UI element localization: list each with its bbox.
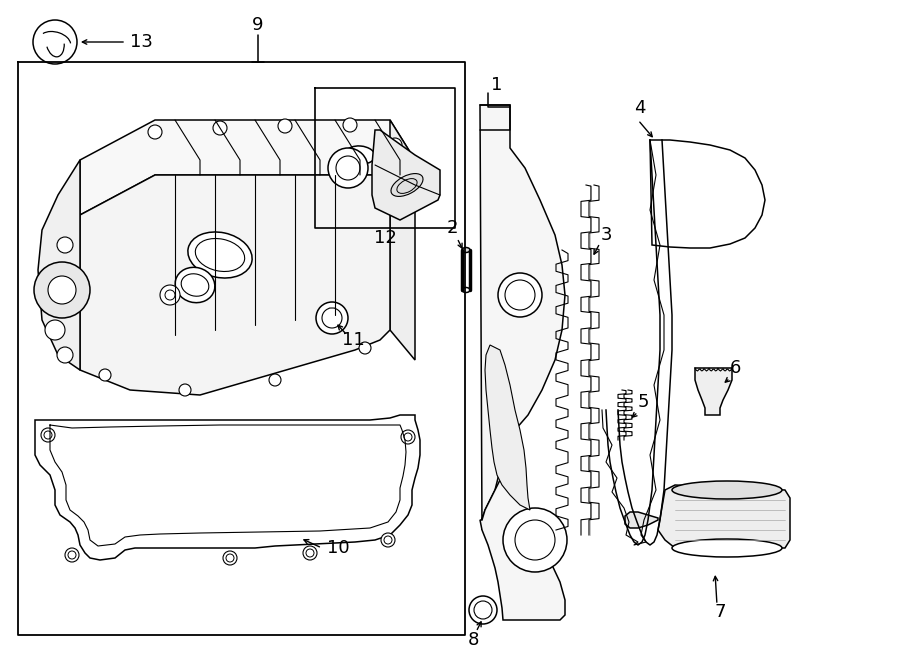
Circle shape xyxy=(505,280,535,310)
Ellipse shape xyxy=(672,539,782,557)
Circle shape xyxy=(68,551,76,559)
Circle shape xyxy=(160,285,180,305)
Text: 6: 6 xyxy=(729,359,741,377)
Circle shape xyxy=(322,308,342,328)
Circle shape xyxy=(384,536,392,544)
Ellipse shape xyxy=(176,267,215,303)
Circle shape xyxy=(57,237,73,253)
Polygon shape xyxy=(650,140,765,248)
Circle shape xyxy=(469,596,497,624)
Polygon shape xyxy=(80,120,415,215)
Circle shape xyxy=(498,273,542,317)
Circle shape xyxy=(57,347,73,363)
Text: 8: 8 xyxy=(467,631,479,649)
Circle shape xyxy=(269,374,281,386)
Polygon shape xyxy=(372,130,440,220)
Text: 7: 7 xyxy=(715,603,725,621)
Circle shape xyxy=(328,148,368,188)
Circle shape xyxy=(474,601,492,619)
Circle shape xyxy=(316,302,348,334)
Polygon shape xyxy=(390,120,415,360)
Polygon shape xyxy=(80,175,390,395)
Circle shape xyxy=(33,20,77,64)
Circle shape xyxy=(65,548,79,562)
Ellipse shape xyxy=(345,146,375,164)
Polygon shape xyxy=(480,105,565,530)
Polygon shape xyxy=(625,512,658,528)
Text: 1: 1 xyxy=(491,76,503,94)
Polygon shape xyxy=(38,160,80,370)
Text: 9: 9 xyxy=(252,16,264,34)
Circle shape xyxy=(45,320,65,340)
Circle shape xyxy=(165,290,175,300)
Polygon shape xyxy=(480,480,565,620)
Circle shape xyxy=(359,342,371,354)
Circle shape xyxy=(404,433,412,441)
Circle shape xyxy=(343,118,357,132)
Circle shape xyxy=(41,428,55,442)
Circle shape xyxy=(401,430,415,444)
Polygon shape xyxy=(35,415,420,560)
Circle shape xyxy=(226,554,234,562)
Polygon shape xyxy=(485,345,530,510)
Circle shape xyxy=(48,276,76,304)
Circle shape xyxy=(515,520,555,560)
Ellipse shape xyxy=(391,174,423,196)
Ellipse shape xyxy=(672,481,782,499)
Circle shape xyxy=(148,125,162,139)
Text: 4: 4 xyxy=(634,99,646,117)
Circle shape xyxy=(388,138,402,152)
Circle shape xyxy=(381,533,395,547)
Text: 3: 3 xyxy=(600,226,612,244)
Text: 5: 5 xyxy=(637,393,649,411)
Circle shape xyxy=(336,156,360,180)
Circle shape xyxy=(34,262,90,318)
Circle shape xyxy=(223,551,237,565)
Text: 2: 2 xyxy=(446,219,458,237)
Circle shape xyxy=(213,121,227,135)
Circle shape xyxy=(503,508,567,572)
Text: 12: 12 xyxy=(374,229,396,247)
Circle shape xyxy=(278,119,292,133)
Text: 11: 11 xyxy=(342,331,364,349)
Text: 10: 10 xyxy=(327,539,349,557)
Ellipse shape xyxy=(462,247,470,253)
Circle shape xyxy=(306,549,314,557)
Circle shape xyxy=(99,369,111,381)
Polygon shape xyxy=(658,485,790,548)
Ellipse shape xyxy=(188,232,252,278)
Ellipse shape xyxy=(462,288,470,293)
Circle shape xyxy=(44,431,52,439)
Circle shape xyxy=(179,384,191,396)
Text: 13: 13 xyxy=(130,33,153,51)
Polygon shape xyxy=(695,368,732,415)
Circle shape xyxy=(303,546,317,560)
